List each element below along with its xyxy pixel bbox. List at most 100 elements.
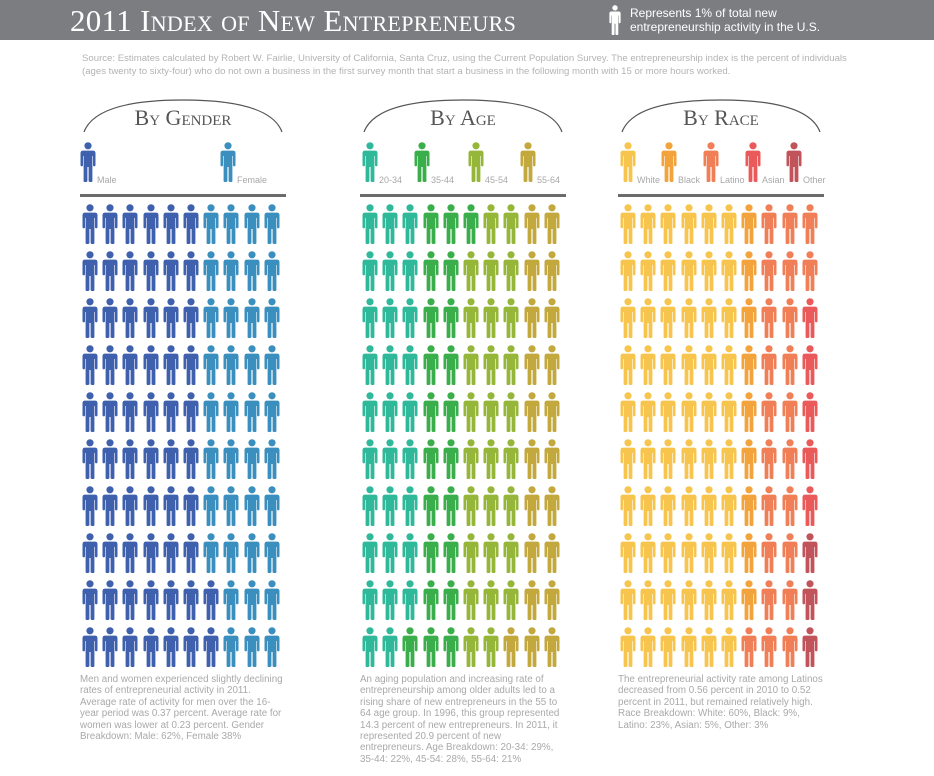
person-icon-45-54 xyxy=(463,486,479,526)
person-icon-white xyxy=(701,251,717,291)
person-icon-white xyxy=(701,580,717,620)
legend: 20-34 35-44 45-54 55-64 xyxy=(360,142,566,188)
person-icon-white xyxy=(681,439,697,479)
person-icon-45-54 xyxy=(503,439,519,479)
person-icon-male xyxy=(82,439,98,479)
person-icon-55-64 xyxy=(524,345,540,385)
person-icon-latino xyxy=(761,251,777,291)
person-icon-male xyxy=(203,627,219,667)
person-icon-white xyxy=(681,298,697,338)
person-icon-latino xyxy=(761,345,777,385)
person-icon-male xyxy=(163,392,179,432)
person-icon-black xyxy=(741,439,757,479)
person-icon-black xyxy=(741,345,757,385)
person-icon-white xyxy=(681,345,697,385)
person-icon-male xyxy=(183,392,199,432)
person-icon-20-34 xyxy=(362,204,378,244)
person-icon-latino xyxy=(761,298,777,338)
person-icon-male xyxy=(102,204,118,244)
person-icon-white xyxy=(640,251,656,291)
person-icon-20-34 xyxy=(362,392,378,432)
person-icon-black xyxy=(741,580,757,620)
person-icon-female xyxy=(244,580,260,620)
person-icon-35-44 xyxy=(423,392,439,432)
person-icon-35-44 xyxy=(423,533,439,573)
person-icon-20-34 xyxy=(402,486,418,526)
person-icon-55-64 xyxy=(544,204,560,244)
person-icon-white xyxy=(721,204,737,244)
person-icon-female xyxy=(244,345,260,385)
person-icon-female xyxy=(223,345,239,385)
person-icon-female xyxy=(203,533,219,573)
person-icon-female xyxy=(223,486,239,526)
person-icon-20-34 xyxy=(402,580,418,620)
person-icon-male xyxy=(203,580,219,620)
person-icon-20-34 xyxy=(402,251,418,291)
person-icon-latino xyxy=(782,486,798,526)
person-icon-female xyxy=(244,298,260,338)
person-icon-white xyxy=(681,251,697,291)
person-icon-20-34 xyxy=(362,627,378,667)
pictogram-grid xyxy=(618,204,824,674)
person-icon-black xyxy=(741,204,757,244)
person-icon-45-54 xyxy=(483,392,499,432)
person-icon-female xyxy=(264,486,280,526)
person-icon-45-54 xyxy=(463,580,479,620)
person-icon-55-64 xyxy=(503,627,519,667)
person-icon-male xyxy=(82,627,98,667)
person-icon-latino xyxy=(761,392,777,432)
person-icon-black xyxy=(741,392,757,432)
person-icon-35-44 xyxy=(443,486,459,526)
person-icon-male xyxy=(102,439,118,479)
person-icon-white xyxy=(721,627,737,667)
divider-line xyxy=(360,194,566,197)
person-icon-male xyxy=(143,486,159,526)
person-icon-45-54 xyxy=(483,486,499,526)
person-icon-45-54 xyxy=(463,439,479,479)
panel-title: By Gender xyxy=(134,105,232,130)
title-arc xyxy=(363,99,563,133)
person-icon-latino xyxy=(782,533,798,573)
person-icon-latino xyxy=(802,251,818,291)
person-icon-45-54 xyxy=(463,298,479,338)
person-icon-latino xyxy=(782,392,798,432)
person-icon-45-54 xyxy=(463,533,479,573)
person-icon-female xyxy=(203,392,219,432)
person-icon-20-34 xyxy=(382,580,398,620)
person-icon-male xyxy=(143,627,159,667)
legend: White Black Latino Asian Other xyxy=(618,142,826,188)
person-icon-male xyxy=(163,533,179,573)
person-icon-latino xyxy=(761,533,777,573)
person-icon-male xyxy=(143,533,159,573)
person-icon-white xyxy=(620,439,636,479)
legend-item-45-54: 45-54 xyxy=(468,142,508,187)
person-icon xyxy=(220,142,236,182)
person-icon-female xyxy=(244,627,260,667)
person-icon-latino xyxy=(761,204,777,244)
person-icon-female xyxy=(203,439,219,479)
person-icon-latino xyxy=(782,580,798,620)
person-icon-white xyxy=(681,486,697,526)
person-icon-white xyxy=(620,251,636,291)
person-icon-white xyxy=(701,627,717,667)
person-icon-male xyxy=(102,392,118,432)
person-icon xyxy=(80,142,96,182)
person-icon xyxy=(520,142,536,182)
person-icon-35-44 xyxy=(423,486,439,526)
person-icon-20-34 xyxy=(362,580,378,620)
icon-legend-note: Represents 1% of total new entrepreneurs… xyxy=(630,6,821,34)
person-icon-20-34 xyxy=(382,204,398,244)
person-icon-male xyxy=(183,486,199,526)
person-icon-female xyxy=(223,627,239,667)
person-icon-35-44 xyxy=(423,251,439,291)
person-icon-35-44 xyxy=(402,627,418,667)
person-icon-male xyxy=(163,345,179,385)
person-icon-20-34 xyxy=(402,204,418,244)
person-icon-white xyxy=(721,251,737,291)
person-icon-black xyxy=(741,486,757,526)
person-icon-asian xyxy=(802,439,818,479)
person-icon-asian xyxy=(802,345,818,385)
person-icon-male xyxy=(143,392,159,432)
person-icon-male xyxy=(82,533,98,573)
person-icon-white xyxy=(620,533,636,573)
